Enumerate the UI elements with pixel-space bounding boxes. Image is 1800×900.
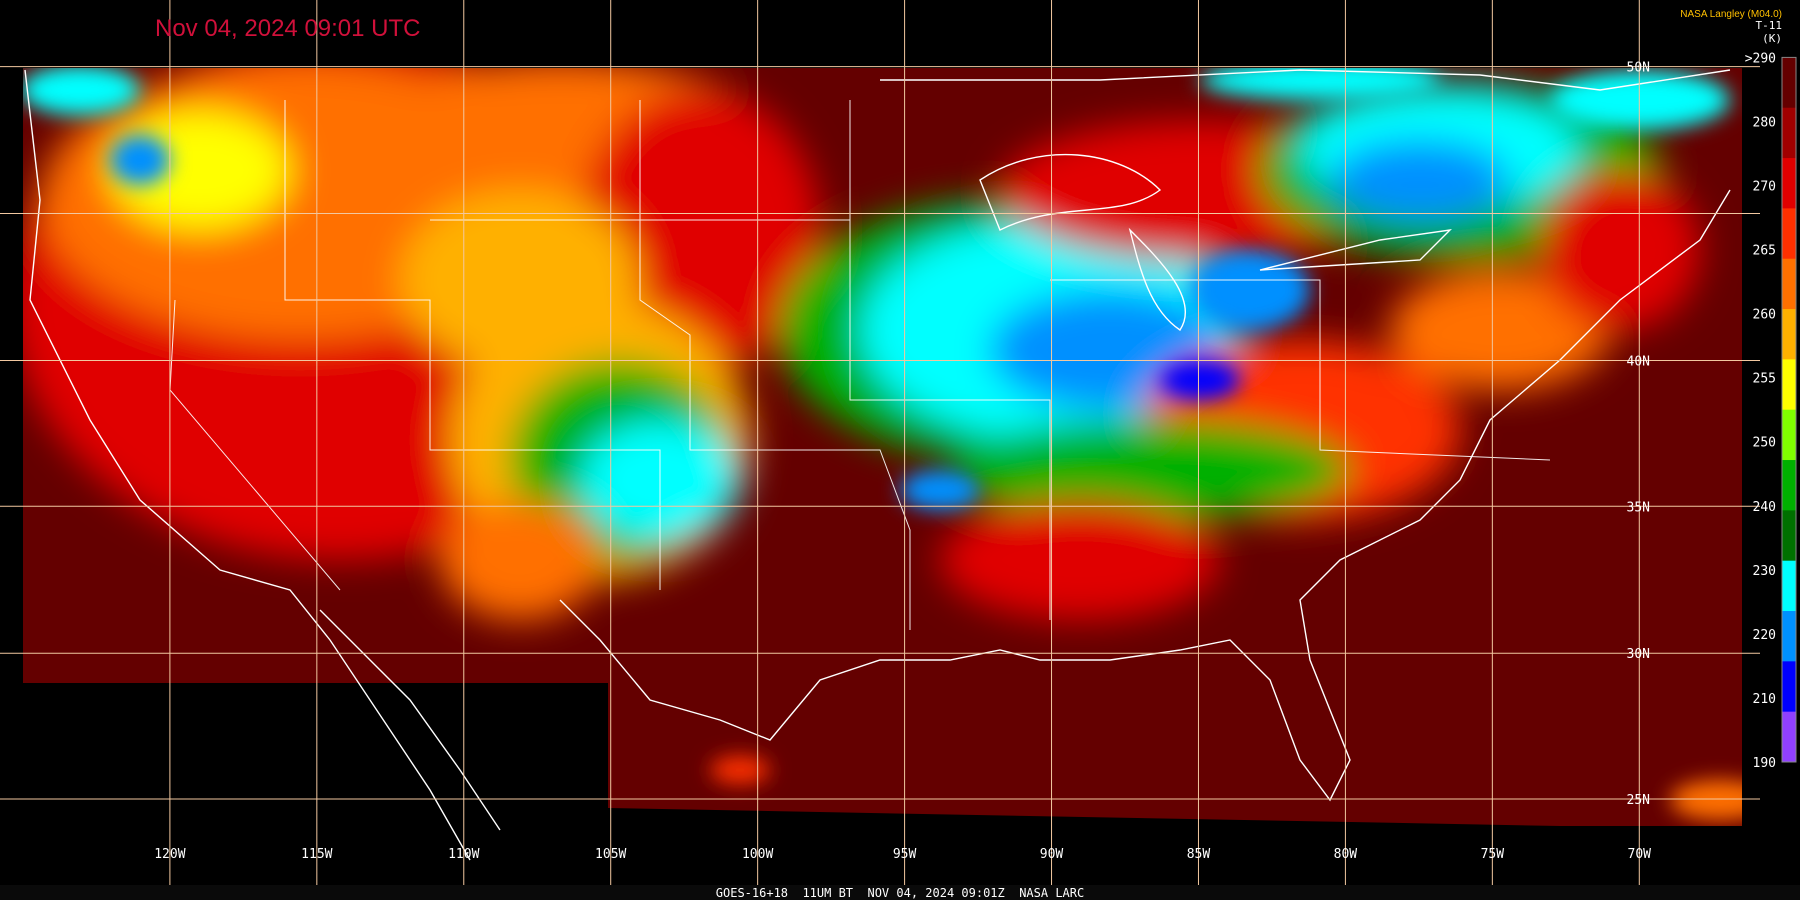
colorbar-frame — [1781, 56, 1797, 763]
colorbar-segment — [1782, 208, 1796, 260]
longitude-label: 85W — [1187, 847, 1211, 862]
colorbar-segment — [1782, 611, 1796, 662]
colorbar-label: 210 — [1753, 692, 1776, 707]
coastlines — [24, 69, 1731, 861]
longitude-label: 75W — [1481, 847, 1505, 862]
longitude-label: 105W — [595, 847, 626, 862]
latitude-label: 40N — [1627, 354, 1650, 369]
colorbar-label: 190 — [1753, 756, 1776, 771]
colorbar-segment — [1782, 510, 1796, 562]
colorbar-segment — [1782, 661, 1796, 713]
colorbar-label: 260 — [1753, 308, 1776, 323]
latitude-label: 50N — [1627, 61, 1650, 76]
colorbar: >290 280 270 265 260 255 250 240 230 220 210 190 — [1745, 51, 1797, 771]
longitude-label: 115W — [301, 847, 332, 862]
colorbar-segment — [1782, 309, 1796, 360]
colorbar-segment — [1782, 107, 1796, 159]
timestamp-title: Nov 04, 2024 09:01 UTC — [155, 15, 421, 42]
longitude-label: 120W — [154, 847, 185, 862]
colorbar-segment — [1782, 711, 1796, 763]
latitude-label: 25N — [1627, 793, 1650, 808]
longitude-label: 90W — [1040, 847, 1064, 862]
colorbar-label: 270 — [1753, 180, 1776, 195]
longitude-label: 100W — [742, 847, 773, 862]
colorbar-segment — [1782, 258, 1796, 310]
colorbar-segment — [1782, 158, 1796, 209]
longitude-label: 95W — [893, 847, 917, 862]
colorbar-label: 220 — [1753, 628, 1776, 643]
colorbar-label: 280 — [1753, 115, 1776, 130]
colorbar-label: 255 — [1753, 372, 1776, 387]
colorbar-segment — [1782, 57, 1796, 109]
longitude-label: 110W — [448, 847, 479, 862]
colorbar-label: 230 — [1753, 564, 1776, 579]
source-label: NASA Langley (M04.0) — [1680, 9, 1782, 20]
channel-label: T-11 — [1756, 19, 1783, 32]
latitude-label: 30N — [1627, 647, 1650, 662]
footer-bar — [0, 885, 1800, 900]
longitude-label: 80W — [1334, 847, 1358, 862]
colorbar-segment — [1782, 409, 1796, 461]
colorbar-label: 240 — [1753, 500, 1776, 515]
lat-lon-grid — [0, 0, 1760, 885]
footer-text: GOES-16+18 11UM BT NOV 04, 2024 09:01Z N… — [716, 886, 1084, 900]
unit-label: (K) — [1762, 32, 1782, 45]
colorbar-label: >290 — [1745, 51, 1776, 66]
state-borders — [169, 100, 1551, 630]
colorbar-label: 265 — [1753, 244, 1776, 259]
grid-labels: 120W 115W 110W 105W 100W 95W 90W 85W 80W 75W 70W 50… — [154, 61, 1651, 862]
colorbar-segment — [1782, 560, 1796, 612]
colorbar-label: 250 — [1753, 436, 1776, 451]
colorbar-segment — [1782, 460, 1796, 511]
longitude-label: 70W — [1628, 847, 1652, 862]
colorbar-segment — [1782, 359, 1796, 411]
latitude-label: 35N — [1627, 500, 1650, 515]
